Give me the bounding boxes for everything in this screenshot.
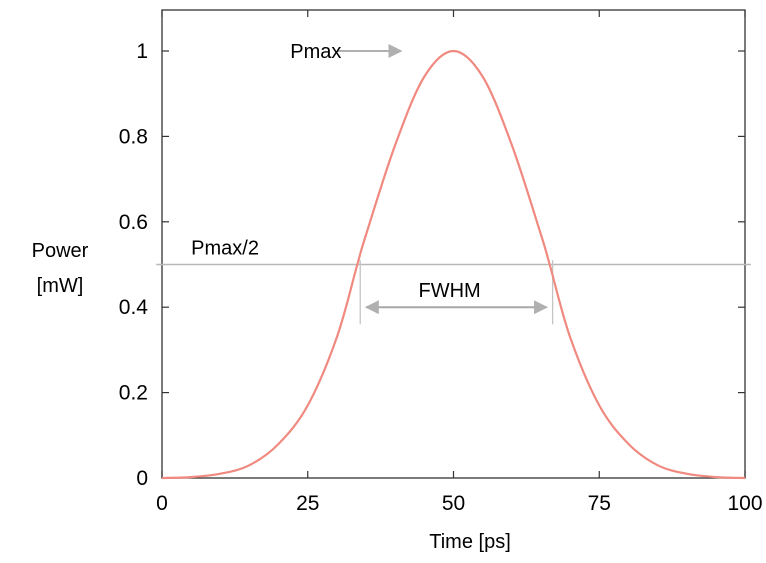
y-tick-label: 0.8 bbox=[119, 125, 148, 148]
y-tick-label: 1 bbox=[136, 40, 148, 63]
x-tick-label: 100 bbox=[727, 492, 762, 515]
y-tick-label: 0.4 bbox=[119, 296, 149, 319]
x-tick-label: 25 bbox=[296, 492, 319, 515]
pulse-curve-line bbox=[161, 49, 746, 480]
y-tick-label: 0 bbox=[136, 467, 148, 490]
x-axis-label: Time [ps] bbox=[429, 531, 511, 553]
axis-ticks bbox=[161, 10, 746, 479]
x-tick-label: 0 bbox=[156, 492, 168, 515]
half-max-label: Pmax/2 bbox=[191, 238, 259, 260]
pmax-label: Pmax bbox=[290, 41, 341, 63]
y-axis-label-line-2: [mW] bbox=[37, 275, 84, 297]
y-axis-label-line-1: Power bbox=[32, 240, 89, 262]
y-tick-label: 0.2 bbox=[119, 382, 148, 405]
y-tick-label: 0.6 bbox=[119, 211, 148, 234]
x-tick-label: 50 bbox=[442, 492, 465, 515]
y-tick-labels: 0 0.2 0.4 0.6 0.8 1 bbox=[119, 40, 149, 490]
x-tick-labels: 0 25 50 75 100 bbox=[156, 492, 762, 515]
x-tick-label: 75 bbox=[588, 492, 611, 515]
fwhm-label: FWHM bbox=[419, 280, 481, 302]
